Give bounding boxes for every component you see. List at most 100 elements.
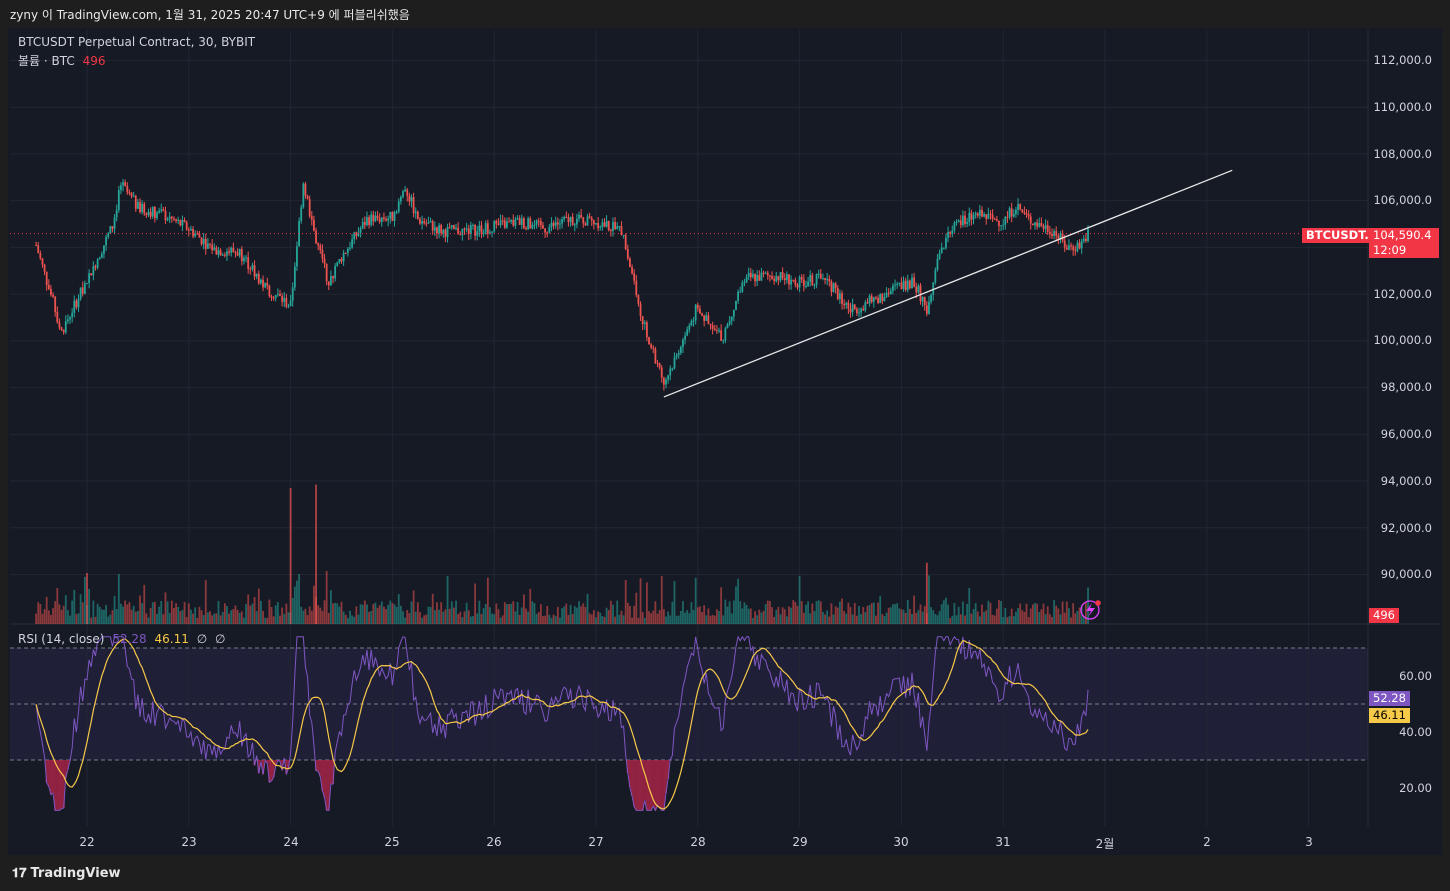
candle-body — [832, 283, 835, 293]
volume-bar — [41, 613, 44, 624]
volume-bar — [115, 609, 118, 624]
volume-bar — [482, 608, 485, 624]
candle-body — [694, 304, 697, 321]
volume-bar — [416, 602, 419, 624]
candle-body — [906, 280, 909, 291]
candle-body — [995, 219, 998, 221]
volume-bar — [743, 602, 746, 624]
volume-spike — [315, 484, 317, 624]
rsi-legend[interactable]: RSI (14, close) 52.28 46.11 ∅ ∅ — [18, 632, 225, 646]
volume-bar — [393, 604, 396, 624]
candle-body — [287, 306, 290, 308]
candle-body — [870, 295, 873, 302]
volume-bar — [981, 604, 983, 624]
volume-bar — [701, 612, 703, 624]
publish-bar: zyny 이 TradingView.com, 1월 31, 2025 20:4… — [0, 0, 1450, 28]
candle-body — [756, 275, 759, 282]
candle-body — [234, 251, 237, 253]
volume-bar — [836, 607, 839, 624]
volume-bar — [529, 588, 532, 624]
candle-body — [162, 209, 165, 212]
volume-bar — [145, 613, 148, 624]
candle-body — [47, 285, 50, 289]
volume-bar — [879, 595, 882, 624]
candle-body — [370, 214, 373, 225]
volume-bar — [372, 604, 375, 624]
volume-bar — [465, 602, 468, 624]
candle-body — [1031, 223, 1034, 226]
candle-body — [228, 251, 230, 253]
candle-body — [586, 216, 589, 226]
volume-bar — [629, 605, 631, 624]
candle-body — [137, 202, 139, 209]
volume-bar — [974, 603, 977, 624]
candle-body — [304, 183, 307, 196]
price-tick: 110,000.0 — [1373, 100, 1432, 114]
volume-bar — [1029, 608, 1032, 624]
volume-bar — [1065, 601, 1068, 624]
volume-bar — [998, 600, 1000, 624]
volume-bar — [81, 602, 84, 624]
candle-body — [421, 221, 423, 224]
volume-bar — [546, 606, 549, 624]
candle-body — [951, 230, 954, 234]
candle-body — [170, 216, 173, 219]
volume-bar — [658, 610, 661, 624]
candle-body — [495, 221, 498, 224]
candle-body — [52, 294, 54, 297]
candle-body — [429, 221, 432, 223]
candle-body — [145, 213, 148, 216]
volume-bar — [626, 602, 629, 624]
volume-bar — [978, 616, 981, 624]
candle-body — [728, 320, 731, 325]
volume-bar — [448, 608, 451, 624]
candle-body — [730, 316, 733, 321]
candle-body — [414, 211, 417, 214]
volume-bar — [503, 602, 506, 624]
volume-bar — [1000, 601, 1002, 624]
candle-body — [245, 257, 247, 259]
volume-bar — [453, 607, 455, 624]
candle-body — [342, 252, 345, 262]
candle-body — [527, 218, 530, 230]
volume-bar — [472, 616, 474, 624]
candle-body — [75, 300, 78, 308]
candle-body — [260, 279, 262, 284]
candle-body — [296, 246, 298, 267]
candle-body — [554, 222, 557, 226]
candle-body — [1048, 231, 1051, 234]
candle-body — [777, 276, 780, 281]
candle-body — [469, 225, 472, 235]
candle-body — [525, 228, 527, 230]
volume-bar — [45, 596, 48, 624]
candle-body — [60, 327, 63, 330]
volume-bar — [58, 604, 61, 624]
price-tick: 92,000.0 — [1380, 521, 1432, 535]
symbol-title[interactable]: BTCUSDT Perpetual Contract, 30, BYBIT — [18, 35, 256, 49]
candle-body — [1087, 229, 1089, 242]
last-price-tag[interactable]: 104,590.4 12:09 — [1369, 228, 1439, 258]
candle-body — [508, 221, 510, 223]
candle-body — [953, 222, 956, 231]
tradingview-logo[interactable]: 𝟏𝟕 TradingView — [12, 866, 121, 881]
candle-body — [410, 197, 413, 202]
candle-body — [1010, 208, 1013, 217]
volume-bar — [788, 606, 790, 624]
symbol-tag[interactable]: BTCUSDT.P — [1302, 228, 1382, 243]
volume-bar — [535, 613, 538, 624]
candle-body — [747, 272, 750, 277]
candle-body — [497, 223, 500, 225]
volume-bar — [584, 607, 587, 624]
volume-bar — [497, 609, 500, 624]
volume-bar — [480, 614, 483, 624]
volume-bar — [43, 609, 46, 624]
volume-bar — [1004, 608, 1007, 624]
candle-body — [281, 296, 284, 302]
volume-bar — [196, 617, 199, 624]
volume-bar — [550, 617, 553, 624]
volume-bar — [724, 599, 727, 624]
candle-body — [346, 248, 349, 254]
volume-bar — [938, 611, 941, 624]
volume-bar — [355, 606, 358, 624]
